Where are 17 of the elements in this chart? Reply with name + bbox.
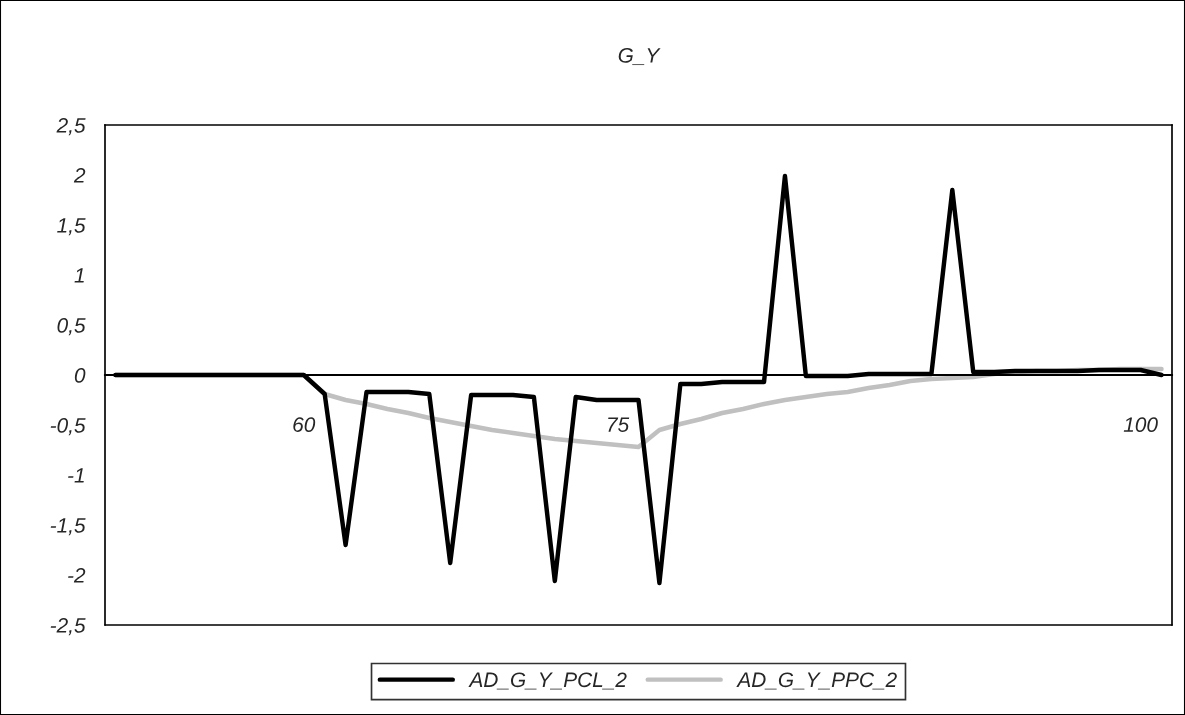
y-tick-label: 0,5 bbox=[57, 318, 86, 336]
x-tick-label: 75 bbox=[608, 417, 630, 432]
y-tick-label: 0 bbox=[74, 368, 86, 383]
x-tick-label: 100 bbox=[1123, 417, 1158, 432]
legend-label: AD_G_Y_PPC_2 bbox=[736, 672, 897, 690]
y-tick-label: -2 bbox=[68, 568, 86, 583]
y-tick-label: 2 bbox=[73, 168, 86, 183]
chart-title: G_Y bbox=[618, 47, 661, 66]
y-tick-label: -1 bbox=[68, 468, 84, 483]
y-tick-label: -1,5 bbox=[50, 518, 86, 536]
y-tick-label: 1 bbox=[74, 268, 84, 283]
y-tick-label: -2,5 bbox=[50, 618, 86, 636]
legend-label: AD_G_Y_PCL_2 bbox=[468, 672, 627, 690]
y-tick-label: 1,5 bbox=[57, 218, 86, 236]
y-tick-label: -0,5 bbox=[50, 418, 86, 436]
y-tick-label: 2,5 bbox=[56, 118, 86, 136]
x-tick-label: 60 bbox=[293, 417, 316, 432]
